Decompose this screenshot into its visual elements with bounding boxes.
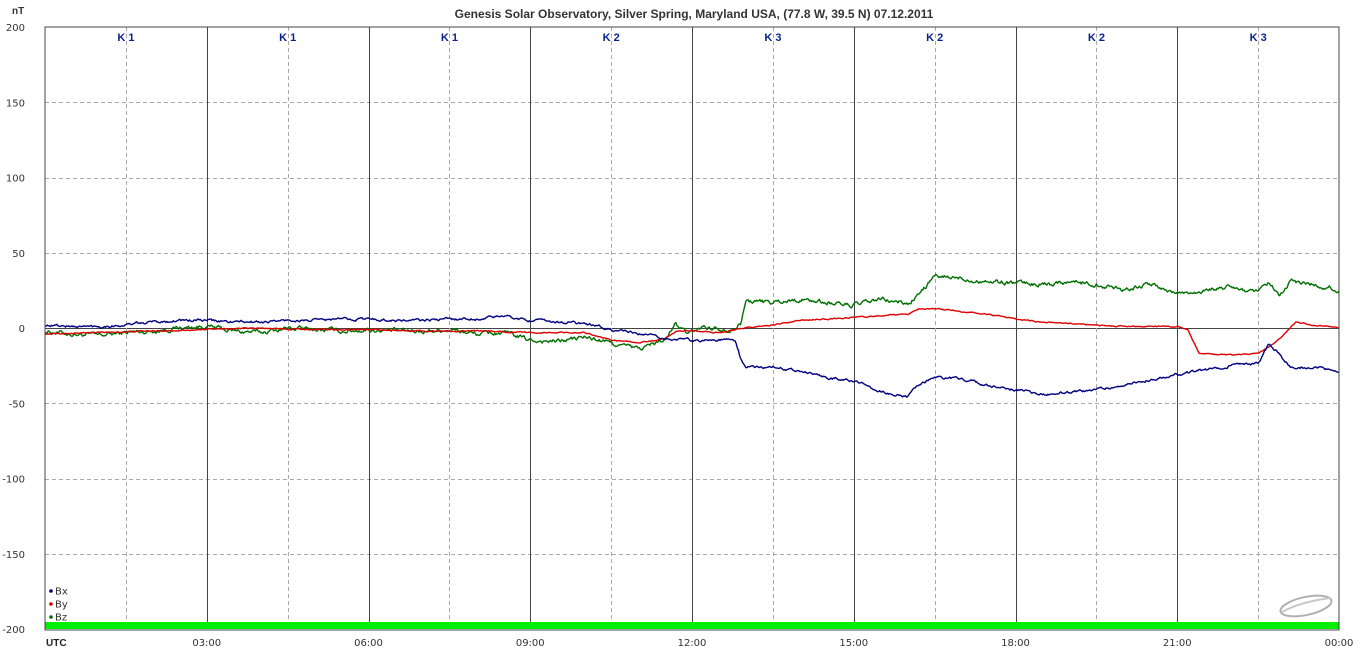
x-tick-label: 12:00 — [678, 638, 707, 649]
x-tick-label: 18:00 — [1001, 638, 1030, 649]
legend-marker-by — [49, 602, 53, 606]
legend: Bx By Bz — [49, 587, 68, 624]
series-line-bx — [44, 314, 1340, 398]
grid-lines — [45, 27, 1339, 629]
y-tick-label: 200 — [6, 23, 25, 34]
y-tick-label: -50 — [9, 399, 25, 410]
k-index-label: K 2 — [1088, 32, 1105, 44]
k-index-label: K 2 — [603, 32, 620, 44]
k-index-label: K 3 — [1250, 32, 1267, 44]
y-axis-unit-label: nT — [12, 6, 24, 17]
y-tick-label: 150 — [6, 98, 25, 109]
y-tick-label: -200 — [2, 625, 25, 636]
data-series — [44, 273, 1340, 398]
k-index-label: K 2 — [926, 32, 943, 44]
x-tick-label: 09:00 — [516, 638, 545, 649]
y-tick-labels: 200 150 100 50 0 -50 -100 -150 -200 — [2, 23, 25, 636]
plot-frame — [44, 26, 1340, 631]
status-bar — [45, 622, 1339, 629]
x-tick-label: 03:00 — [192, 638, 221, 649]
k-index-label: K 1 — [279, 32, 296, 44]
k-index-label: K 1 — [441, 32, 458, 44]
series-line-by — [44, 307, 1340, 356]
legend-marker-bz — [49, 615, 53, 619]
y-tick-label: -150 — [2, 550, 25, 561]
y-tick-label: 50 — [12, 249, 25, 260]
sam-logo — [1279, 594, 1333, 618]
y-tick-label: 100 — [6, 174, 25, 185]
legend-label-bx: Bx — [55, 587, 68, 598]
x-tick-label: 15:00 — [839, 638, 868, 649]
k-index-label: K 1 — [117, 32, 134, 44]
y-tick-label: -100 — [2, 475, 25, 486]
legend-label-by: By — [55, 600, 68, 611]
chart-title: Genesis Solar Observatory, Silver Spring… — [455, 7, 934, 21]
series-line-bz — [44, 273, 1340, 351]
y-tick-label: 0 — [19, 324, 25, 335]
x-tick-label: 21:00 — [1163, 638, 1192, 649]
x-tick-labels: 03:00 06:00 09:00 12:00 15:00 18:00 21:00 00:00 — [192, 638, 1353, 649]
legend-label-bz: Bz — [55, 613, 67, 624]
x-tick-label: 00:00 — [1325, 638, 1354, 649]
legend-marker-bx — [49, 589, 53, 593]
x-tick-label: 06:00 — [354, 638, 383, 649]
x-axis-utc-label: UTC — [46, 638, 67, 649]
k-index-label: K 3 — [764, 32, 781, 44]
k-index-labels: K 1 K 1 K 1 K 2 K 3 K 2 K 2 K 3 — [117, 32, 1266, 44]
